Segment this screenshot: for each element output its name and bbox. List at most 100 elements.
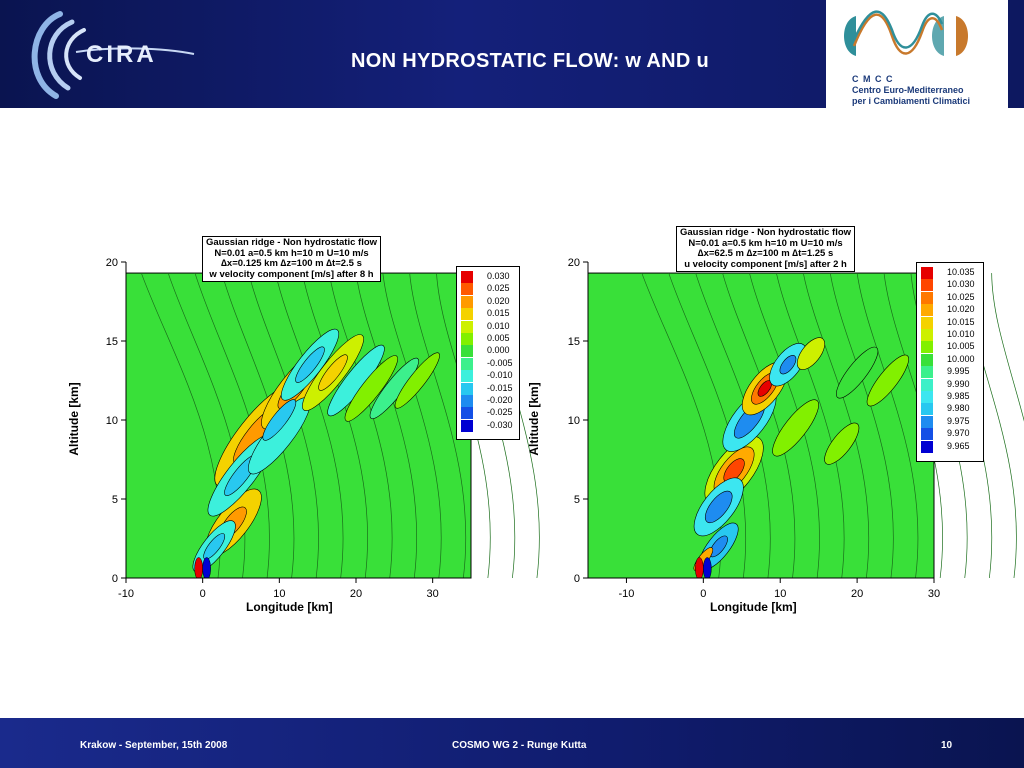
contour-line <box>382 273 442 579</box>
legend-swatch <box>921 329 933 341</box>
footer-center: COSMO WG 2 - Runge Kutta <box>452 740 587 751</box>
u-chart-ylabel: Altitude [km] <box>527 382 541 456</box>
legend-label: 9.985 <box>947 391 970 401</box>
legend-swatch <box>461 308 473 321</box>
contour-line <box>409 273 467 579</box>
y-tick-label: 5 <box>112 494 118 506</box>
wave-lobe <box>796 337 826 370</box>
x-tick-label: 20 <box>851 588 863 600</box>
wave-lobe <box>295 346 325 383</box>
cmcc-logo: C M C C Centro Euro-Mediterraneo per i C… <box>826 0 1008 108</box>
legend-swatch <box>921 391 933 403</box>
legend-label: 9.975 <box>947 415 970 426</box>
wave-lobe <box>779 355 797 375</box>
legend-swatch <box>461 333 473 345</box>
legend-swatch <box>921 316 933 329</box>
contour-line <box>802 272 870 579</box>
wave-lobes <box>192 328 440 579</box>
wave-lobe <box>836 346 879 399</box>
legend-label: 10.035 <box>947 267 975 277</box>
u-chart-info-line: N=0.01 a=0.5 km h=10 m U=10 m/s <box>688 237 843 249</box>
legend-label: 10.025 <box>947 291 975 302</box>
legend-label: 9.980 <box>947 403 970 414</box>
y-tick-label: 0 <box>574 573 580 585</box>
legend-swatch <box>461 395 473 407</box>
cmcc-logo-text: C M C C Centro Euro-Mediterraneo per i C… <box>852 74 970 107</box>
contour-line <box>355 273 418 579</box>
wave-lobe <box>704 490 733 524</box>
contour-line <box>829 272 894 579</box>
contour-line <box>668 272 747 579</box>
legend-swatch <box>461 357 473 370</box>
u-chart-info-line: ∆x=62.5 m ∆z=100 m ∆t=1.25 s <box>697 248 834 259</box>
legend-swatch <box>461 295 473 308</box>
legend-swatch <box>461 283 473 296</box>
slide-header: CIRA NON HYDROSTATIC FLOW: w AND u C M C… <box>0 0 1024 108</box>
source-positive <box>194 557 203 579</box>
slide-footer: Krakow - September, 15th 2008 COSMO WG 2… <box>0 718 1024 768</box>
cmcc-acronym: C M C C <box>852 74 894 84</box>
legend-swatch <box>921 341 933 354</box>
legend-label: 9.965 <box>947 440 970 451</box>
y-tick-label: 10 <box>106 415 118 427</box>
u-chart-info-box: Gaussian ridge - Non hydrostatic flow N=… <box>676 226 856 272</box>
contour-line <box>991 273 1024 422</box>
legend-label: 0.015 <box>487 308 510 319</box>
y-tick-label: 15 <box>106 336 118 348</box>
legend-label: 0.005 <box>487 333 510 343</box>
wave-lobe <box>824 422 860 465</box>
contour-line <box>301 272 368 579</box>
legend-label: 0.025 <box>487 283 510 294</box>
w-chart-info-line: Gaussian ridge - Non hydrostatic flow <box>206 237 378 248</box>
y-tick-label: 10 <box>568 415 580 427</box>
legend-swatch <box>461 407 473 420</box>
y-tick-label: 15 <box>568 336 580 348</box>
legend-label: 10.000 <box>947 353 975 364</box>
contour-line <box>194 272 270 579</box>
contour-lines <box>141 272 540 579</box>
wave-lobe <box>866 354 909 407</box>
w-chart-info-line: w velocity component [m/s] after 8 h <box>209 268 374 280</box>
y-tick-label: 0 <box>112 573 118 585</box>
wave-lobe <box>772 399 819 457</box>
legend-swatch <box>461 370 473 383</box>
cmcc-logo-graphic <box>844 10 968 56</box>
legend-label: -0.030 <box>487 419 513 430</box>
contour-line <box>749 272 820 579</box>
wave-lobe <box>318 354 348 391</box>
w-chart-ylabel: Altitude [km] <box>67 382 81 456</box>
legend-label: 0.030 <box>487 271 510 281</box>
wave-lobes <box>693 337 909 579</box>
w-chart-info-line: ∆x=0.125 km ∆z=100 m ∆t=2.5 s <box>221 258 362 269</box>
x-tick-label: -10 <box>118 588 134 600</box>
u-chart-info-line: Gaussian ridge - Non hydrostatic flow <box>680 227 852 238</box>
x-tick-label: 20 <box>350 588 362 600</box>
x-tick-label: 0 <box>200 588 206 600</box>
legend-swatch <box>461 320 473 333</box>
cira-logo-text: CIRA <box>86 41 157 68</box>
legend-label: 10.010 <box>947 329 975 339</box>
legend-swatch <box>921 267 933 279</box>
wave-lobe <box>394 352 440 409</box>
x-tick-label: 30 <box>928 588 940 600</box>
cmcc-name-line1: Centro Euro-Mediterraneo <box>852 85 964 95</box>
wave-lobe <box>262 399 297 441</box>
legend-swatch <box>461 419 473 432</box>
u-chart-legend: 10.035 10.030 10.025 10.020 10.015 10.010 10.0… <box>916 262 984 462</box>
w-chart-info-line: N=0.01 a=0.5 km h=10 m U=10 m/s <box>214 247 369 259</box>
legend-swatch <box>921 440 933 453</box>
legend-swatch <box>921 403 933 416</box>
wave-lobe <box>344 355 398 422</box>
x-tick-label: 10 <box>774 588 786 600</box>
legend-label: 0.010 <box>487 320 510 331</box>
cira-logo: CIRA <box>31 11 195 99</box>
contour-line <box>328 272 393 579</box>
legend-swatch <box>921 415 933 428</box>
legend-swatch <box>921 279 933 292</box>
legend-label: 10.005 <box>947 341 975 352</box>
contour-line <box>275 272 344 579</box>
legend-swatch <box>461 345 473 358</box>
